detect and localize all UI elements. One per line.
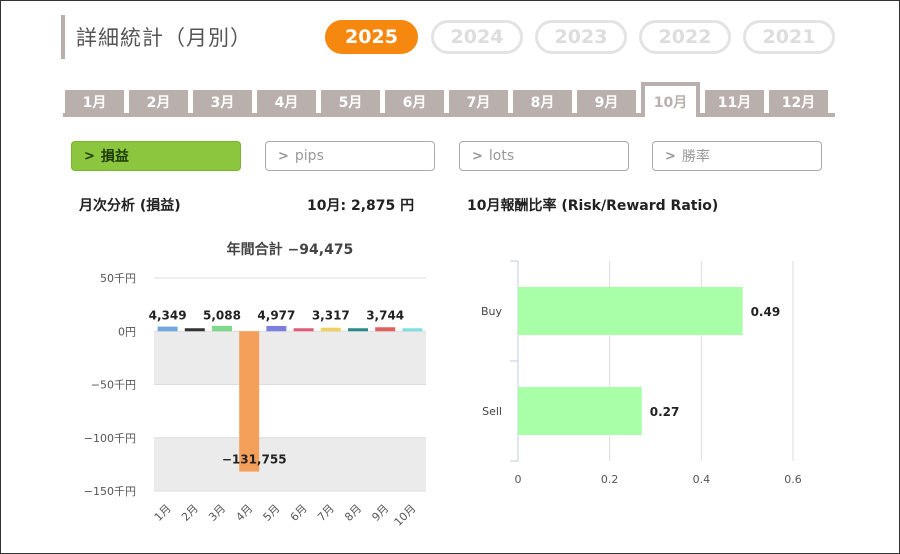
y-tick-label: Sell	[482, 405, 502, 418]
x-tick-label: 0	[515, 473, 522, 486]
metric-button-pips[interactable]: > pips	[265, 141, 435, 171]
x-tick-label: 10月	[392, 502, 419, 529]
bar	[157, 326, 178, 332]
x-tick-label: 6月	[288, 502, 310, 524]
tab-month-4[interactable]: 4月	[257, 90, 316, 114]
risk-reward-chart: 0 0.2 0.4 0.6 0.49 Buy 0.27 Sell	[481, 260, 802, 486]
month-summary: 10月: 2,875 円	[307, 198, 415, 214]
metric-label: 損益	[100, 149, 129, 165]
data-label: 3,744	[366, 308, 404, 322]
x-tick-label: 9月	[369, 502, 391, 524]
tab-month-6[interactable]: 6月	[385, 90, 444, 114]
data-label: 5,088	[203, 308, 241, 322]
metric-button-lots[interactable]: > lots	[459, 141, 629, 171]
tab-month-5[interactable]: 5月	[321, 90, 380, 114]
bar	[266, 325, 287, 332]
bar	[518, 287, 743, 335]
bar	[402, 328, 423, 332]
data-label: 4,977	[257, 308, 295, 322]
month-tabs-baseline	[63, 113, 835, 117]
year-button-2024[interactable]: 2024	[431, 20, 523, 54]
rr-ratio-heading: 10月報酬比率 (Risk/Reward Ratio)	[467, 198, 719, 214]
tab-month-3[interactable]: 3月	[193, 90, 252, 114]
y-tick-label: −100千円	[84, 432, 136, 445]
bar	[375, 327, 396, 332]
data-label: 4,349	[149, 308, 187, 322]
metric-label: 勝率	[681, 149, 710, 165]
y-tick-label: Buy	[481, 305, 503, 318]
metric-label: lots	[488, 148, 515, 164]
x-tick-label: 0.4	[693, 473, 711, 486]
data-label: 3,317	[312, 308, 350, 322]
tab-month-12[interactable]: 12月	[769, 90, 828, 114]
page-title: 詳細統計（月別）	[76, 26, 252, 50]
chevron-right-icon: >	[84, 148, 95, 164]
x-tick-label: 1月	[152, 502, 174, 524]
bar	[212, 325, 232, 332]
chart-title: 年間合計 −94,475	[227, 241, 354, 258]
bar	[184, 328, 205, 332]
year-button-2021[interactable]: 2021	[743, 20, 835, 54]
year-button-2025[interactable]: 2025	[325, 20, 418, 54]
tab-month-11[interactable]: 11月	[705, 90, 764, 114]
grid-band	[154, 331, 426, 385]
x-tick-label: 5月	[261, 502, 283, 524]
year-button-2022[interactable]: 2022	[639, 20, 731, 54]
x-tick-label: 2月	[179, 502, 201, 524]
monthly-analysis-heading: 月次分析 (損益)	[79, 198, 181, 214]
y-tick-label: 0円	[118, 325, 136, 338]
tab-month-8[interactable]: 8月	[513, 90, 572, 114]
tab-month-7[interactable]: 7月	[449, 90, 508, 114]
x-tick-label: 8月	[342, 502, 364, 524]
x-tick-label: 7月	[315, 502, 337, 524]
tab-month-9[interactable]: 9月	[577, 90, 636, 114]
data-label: 0.49	[751, 305, 781, 319]
x-tick-label: 0.2	[601, 473, 619, 486]
year-button-2023[interactable]: 2023	[535, 20, 627, 54]
chevron-right-icon: >	[472, 148, 483, 164]
metric-label: pips	[294, 148, 324, 164]
bar	[348, 328, 368, 332]
data-label: −131,755	[222, 453, 287, 467]
data-label: 0.27	[650, 405, 680, 419]
chevron-right-icon: >	[278, 148, 289, 164]
tab-month-2[interactable]: 2月	[129, 90, 188, 114]
monthly-profit-chart: 年間合計 −94,475 50千円 0円 −50千円 −100千円 −150千円 4,349…	[84, 241, 426, 529]
tab-month-10[interactable]: 10月	[641, 82, 700, 117]
x-tick-label: 3月	[206, 502, 228, 524]
grid-band	[154, 437, 426, 491]
title-accent-bar	[61, 15, 65, 59]
x-tick-label: 0.6	[784, 473, 802, 486]
y-tick-label: 50千円	[100, 272, 136, 285]
bar	[293, 328, 314, 332]
metric-button-profit[interactable]: > 損益	[71, 141, 241, 171]
bar	[239, 331, 260, 472]
bar	[518, 387, 642, 435]
bar	[320, 327, 341, 332]
y-tick-label: −150千円	[84, 485, 136, 498]
chevron-right-icon: >	[665, 148, 676, 164]
x-tick-label: 4月	[233, 502, 255, 524]
tab-month-1[interactable]: 1月	[65, 90, 124, 114]
y-tick-label: −50千円	[91, 379, 136, 392]
metric-button-winrate[interactable]: > 勝率	[652, 141, 822, 171]
